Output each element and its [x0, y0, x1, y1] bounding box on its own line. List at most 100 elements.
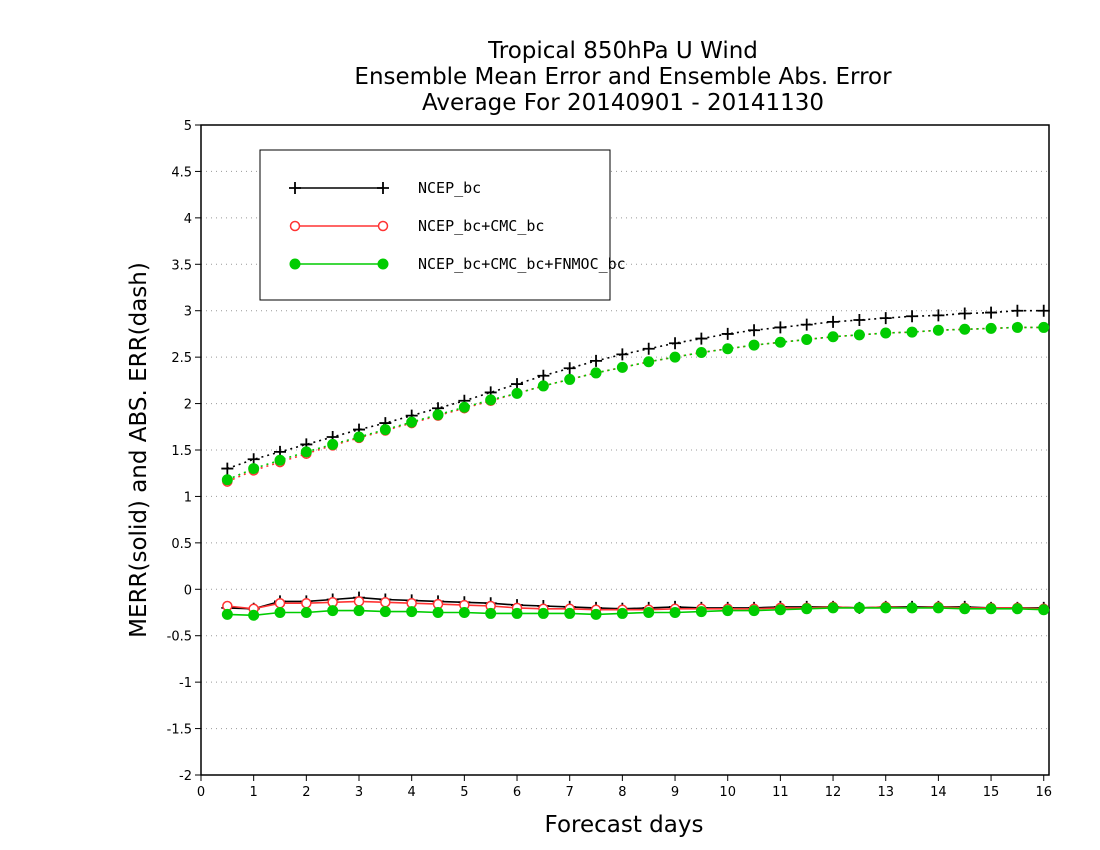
y-tick-label: 1: [184, 490, 192, 505]
point: [379, 606, 391, 618]
point: [537, 380, 549, 392]
point: [564, 607, 576, 619]
point: [695, 606, 707, 618]
title-line-1: Tropical 850hPa U Wind: [487, 38, 758, 64]
title-line-3: Average For 20140901 - 20141130: [422, 90, 824, 116]
y-tick-label: 5: [184, 119, 192, 134]
point: [643, 356, 655, 368]
point: [353, 596, 365, 607]
point: [722, 343, 734, 355]
point: [721, 327, 734, 340]
y-tick-label: -1.5: [167, 723, 192, 738]
point: [906, 310, 919, 323]
x-tick-label: 12: [825, 785, 842, 800]
point: [564, 373, 576, 385]
point: [485, 607, 497, 619]
point: [643, 607, 655, 618]
x-tick-label: 4: [408, 785, 416, 800]
point: [353, 605, 365, 617]
title-line-2: Ensemble Mean Error and Ensemble Abs. Er…: [354, 64, 892, 90]
point: [669, 337, 682, 350]
legend-label: NCEP_bc+CMC_bc: [418, 217, 544, 235]
point: [289, 220, 301, 232]
point: [563, 362, 576, 375]
point: [616, 361, 628, 373]
point: [590, 367, 602, 379]
point: [537, 369, 550, 382]
x-tick-label: 5: [460, 785, 468, 800]
legend-item: NCEP_bc: [289, 179, 481, 197]
x-tick-label: 9: [671, 785, 679, 800]
abs-err-line: [226, 326, 1044, 483]
point: [289, 182, 301, 194]
x-tick-label: 1: [250, 785, 258, 800]
y-tick-label: -0.5: [167, 630, 192, 645]
series-abs-err-1: [222, 322, 1049, 487]
point: [853, 602, 865, 614]
point: [511, 607, 523, 619]
point: [906, 602, 918, 614]
x-tick-label: 7: [566, 785, 574, 800]
legend-box: [259, 149, 611, 301]
point: [248, 463, 260, 475]
point: [301, 597, 312, 609]
point: [801, 334, 813, 345]
x-tick-label: 11: [772, 785, 789, 800]
point: [353, 431, 365, 443]
point: [432, 607, 444, 618]
point: [221, 462, 234, 475]
y-tick-label: 2: [184, 398, 192, 413]
point: [853, 329, 865, 341]
series-merr-1: [222, 596, 1049, 615]
point: [853, 314, 866, 326]
point: [906, 326, 918, 338]
series-merr-2: [221, 602, 1050, 621]
point: [827, 602, 839, 614]
series-layer: [221, 304, 1050, 621]
point: [1011, 321, 1023, 333]
x-tick-label: 0: [197, 785, 205, 800]
point: [274, 607, 286, 618]
y-axis-label: MERR(solid) and ABS. ERR(dash): [126, 262, 152, 638]
y-tick-label: 3: [184, 305, 192, 320]
point: [669, 351, 681, 363]
point: [642, 342, 655, 355]
point: [511, 387, 523, 399]
point: [722, 605, 734, 617]
legend-label: NCEP_bc+CMC_bc+FNMOC_bc: [418, 255, 626, 273]
point: [748, 339, 760, 351]
x-tick-label: 13: [877, 785, 894, 800]
legend-item: NCEP_bc+CMC_bc+FNMOC_bc: [289, 255, 626, 273]
point: [801, 603, 813, 615]
x-tick-label: 8: [618, 785, 626, 800]
series-abs-err-0: [221, 304, 1050, 475]
x-tick-label: 3: [355, 785, 363, 800]
point: [1011, 304, 1024, 317]
point: [274, 454, 286, 466]
point: [827, 331, 839, 343]
point: [1038, 321, 1050, 333]
chart-title: Tropical 850hPa U Wind Ensemble Mean Err…: [354, 38, 892, 116]
x-axis-label: Forecast days: [545, 812, 704, 838]
point: [590, 354, 603, 367]
y-tick-label: -2: [179, 769, 192, 784]
y-tick-label: 4.5: [171, 165, 192, 180]
point: [1011, 603, 1023, 615]
point: [432, 409, 444, 421]
y-tick-label: 0: [184, 583, 192, 598]
x-tick-label: 10: [719, 785, 736, 800]
x-tick-label: 6: [513, 785, 521, 800]
point: [377, 258, 389, 270]
y-tick-label: 3.5: [171, 258, 192, 273]
point: [880, 327, 892, 339]
point: [985, 603, 997, 615]
point: [880, 602, 892, 614]
point: [377, 220, 389, 232]
point: [327, 605, 339, 617]
point: [221, 474, 233, 486]
point: [300, 607, 312, 618]
point: [406, 606, 418, 618]
point: [985, 306, 998, 319]
point: [695, 347, 707, 358]
point: [985, 322, 997, 334]
